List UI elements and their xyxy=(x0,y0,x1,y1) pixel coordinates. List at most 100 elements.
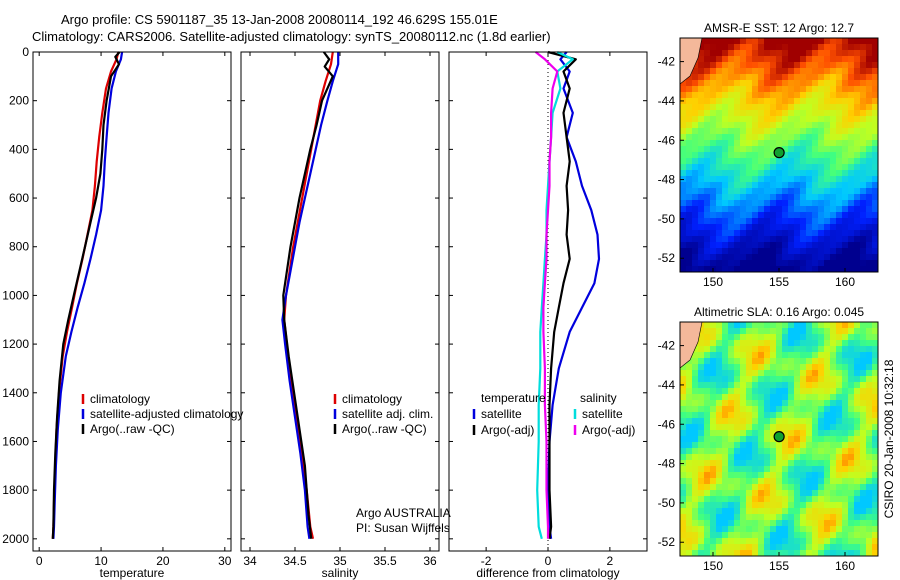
heatmap-cell xyxy=(698,116,704,122)
heatmap-cell xyxy=(818,334,824,340)
heatmap-cell xyxy=(740,164,746,170)
heatmap-cell xyxy=(686,224,692,230)
heatmap-cell xyxy=(746,538,752,544)
heatmap-cell xyxy=(704,508,710,514)
heatmap-cell xyxy=(866,514,872,520)
heatmap-cell xyxy=(776,490,782,496)
heatmap-cell xyxy=(734,236,740,242)
heatmap-cell xyxy=(722,460,728,466)
heatmap-cell xyxy=(848,406,854,412)
heatmap-cell xyxy=(692,352,698,358)
heatmap-cell xyxy=(752,134,758,140)
heatmap-cell xyxy=(812,532,818,538)
heatmap-cell xyxy=(830,424,836,430)
heatmap-cell xyxy=(872,68,878,74)
heatmap-cell xyxy=(860,412,866,418)
heatmap-cell xyxy=(710,122,716,128)
heatmap-cell xyxy=(824,140,830,146)
heatmap-cell xyxy=(704,400,710,406)
heatmap-cell xyxy=(860,394,866,400)
heatmap-cell xyxy=(698,44,704,50)
heatmap-cell xyxy=(854,116,860,122)
heatmap-cell xyxy=(764,74,770,80)
heatmap-cell xyxy=(776,388,782,394)
heatmap-cell xyxy=(830,520,836,526)
heatmap-cell xyxy=(872,248,878,254)
heatmap-cell xyxy=(860,334,866,340)
heatmap-cell xyxy=(710,44,716,50)
heatmap-cell xyxy=(872,550,878,556)
heatmap-cell xyxy=(824,358,830,364)
heatmap-cell xyxy=(710,116,716,122)
heatmap-cell xyxy=(704,38,710,44)
heatmap-cell xyxy=(716,152,722,158)
heatmap-cell xyxy=(866,502,872,508)
heatmap-cell xyxy=(860,466,866,472)
heatmap-cell xyxy=(848,248,854,254)
heatmap-cell xyxy=(740,248,746,254)
heatmap-cell xyxy=(770,98,776,104)
heatmap-cell xyxy=(830,122,836,128)
heatmap-cell xyxy=(758,520,764,526)
heatmap-cell xyxy=(734,382,740,388)
heatmap-cell xyxy=(722,526,728,532)
heatmap-cell xyxy=(716,346,722,352)
heatmap-cell xyxy=(758,514,764,520)
heatmap-cell xyxy=(872,218,878,224)
y-tick-label: -50 xyxy=(658,496,676,510)
heatmap-cell xyxy=(812,56,818,62)
heatmap-cell xyxy=(806,62,812,68)
heatmap-cell xyxy=(860,152,866,158)
heatmap-cell xyxy=(686,550,692,556)
heatmap-cell xyxy=(776,74,782,80)
heatmap-cell xyxy=(782,328,788,334)
heatmap-cell xyxy=(824,442,830,448)
heatmap-cell xyxy=(872,50,878,56)
heatmap-cell xyxy=(734,526,740,532)
heatmap-cell xyxy=(848,334,854,340)
heatmap-cell xyxy=(734,188,740,194)
heatmap-cell xyxy=(788,182,794,188)
heatmap-cell xyxy=(728,248,734,254)
heatmap-cell xyxy=(806,334,812,340)
heatmap-cell xyxy=(842,74,848,80)
heatmap-cell xyxy=(722,170,728,176)
heatmap-cell xyxy=(848,544,854,550)
heatmap-cell xyxy=(698,388,704,394)
heatmap-cell xyxy=(692,74,698,80)
heatmap-cell xyxy=(848,50,854,56)
heatmap-cell xyxy=(824,86,830,92)
heatmap-cell xyxy=(812,328,818,334)
heatmap-cell xyxy=(728,68,734,74)
heatmap-cell xyxy=(728,128,734,134)
x-axis-label: salinity xyxy=(322,566,359,580)
heatmap-cell xyxy=(764,260,770,266)
heatmap-cell xyxy=(728,436,734,442)
heatmap-cell xyxy=(680,152,686,158)
heatmap-cell xyxy=(692,544,698,550)
heatmap-cell xyxy=(872,508,878,514)
heatmap-cell xyxy=(836,538,842,544)
heatmap-cell xyxy=(824,188,830,194)
heatmap-cell xyxy=(734,248,740,254)
heatmap-cell xyxy=(734,254,740,260)
heatmap-cell xyxy=(812,50,818,56)
heatmap-cell xyxy=(770,62,776,68)
heatmap-cell xyxy=(722,218,728,224)
heatmap-cell xyxy=(686,370,692,376)
heatmap-cell xyxy=(848,56,854,62)
heatmap-cell xyxy=(842,472,848,478)
heatmap-cell xyxy=(788,454,794,460)
heatmap-cell xyxy=(698,230,704,236)
heatmap-cell xyxy=(758,242,764,248)
heatmap-cell xyxy=(866,334,872,340)
heatmap-cell xyxy=(860,194,866,200)
heatmap-cell xyxy=(776,122,782,128)
heatmap-cell xyxy=(824,550,830,556)
heatmap-cell xyxy=(686,236,692,242)
heatmap-cell xyxy=(710,242,716,248)
heatmap-cell xyxy=(680,472,686,478)
heatmap-cell xyxy=(722,98,728,104)
heatmap-cell xyxy=(776,382,782,388)
series-line-climatology xyxy=(283,51,334,540)
